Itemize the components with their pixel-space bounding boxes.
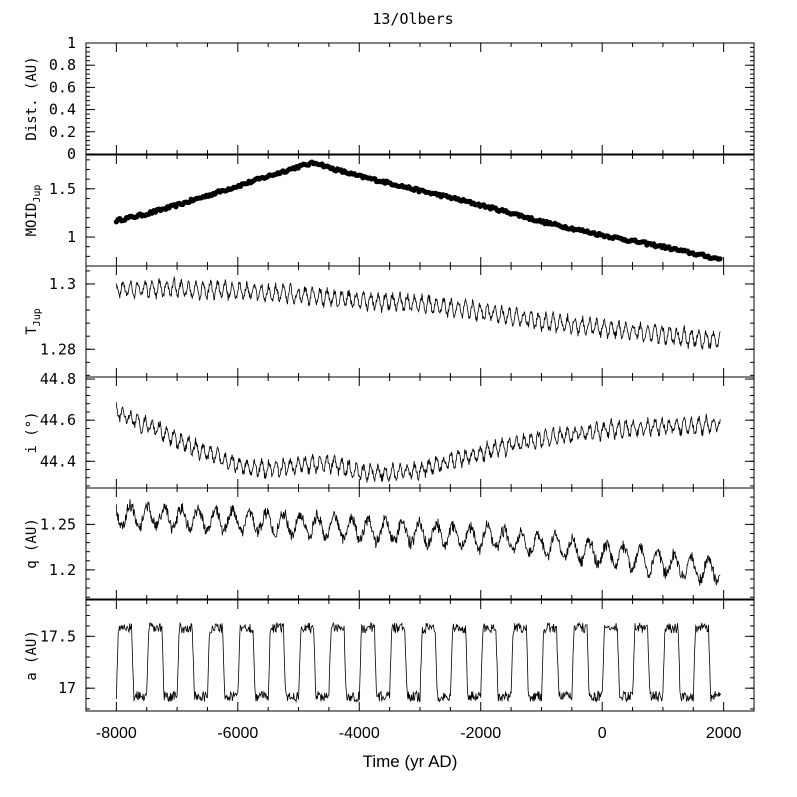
y-axis-label: MOIDJup — [24, 185, 43, 237]
y-axis-label: Dist. (AU) — [24, 56, 40, 140]
moid-points — [113, 159, 723, 262]
panel-frame — [85, 154, 755, 267]
y-tick-label: 44.4 — [40, 452, 76, 470]
x-axis-label: Time (yr AD) — [363, 752, 458, 771]
y-tick-label: 0.4 — [49, 101, 76, 119]
y-tick-label: 1.28 — [40, 340, 76, 358]
x-tick-label: 0 — [598, 725, 607, 742]
panel-a: 17 17.5a (AU) — [24, 599, 755, 712]
y-tick-label: 44.8 — [40, 370, 76, 388]
y-tick-label: 17.5 — [40, 627, 76, 645]
chart-title: 13/Olbers — [372, 10, 453, 28]
y-tick-label: 1.5 — [49, 180, 76, 198]
x-tick-label: 2000 — [706, 725, 742, 742]
panel-q: 1.2 1.25q (AU) — [24, 487, 755, 600]
panel-tjup: 1.28 1.3 TJup — [24, 265, 755, 378]
y-tick-label: 17 — [58, 679, 76, 697]
x-tick-label: -6000 — [217, 725, 258, 742]
y-tick-label: 0.2 — [49, 123, 76, 141]
x-tick-label: -8000 — [96, 725, 137, 742]
y-tick-label: 1 — [67, 228, 76, 246]
y-tick-label: 0.8 — [49, 56, 76, 74]
y-tick-label: 1.25 — [40, 515, 76, 533]
y-tick-label: 0.6 — [49, 78, 76, 96]
y-axis-label: i (°) — [24, 411, 40, 453]
y-tick-label: 0 — [67, 145, 76, 163]
series-line-q — [116, 499, 721, 586]
y-axis-label: q (AU) — [24, 518, 40, 569]
series-line-tjup — [116, 275, 721, 350]
panel-moid: 1 1.5 MOIDJup — [24, 154, 755, 267]
y-tick-label: 1 — [67, 34, 76, 52]
y-tick-label: 1.2 — [49, 561, 76, 579]
y-tick-label: 44.6 — [40, 411, 76, 429]
panel-incl: 44.4 44.6 44.8 i (°) — [24, 370, 755, 489]
panel-frame — [85, 265, 755, 378]
panel-dist: 0 0.2 0.4 0.6 0.8 1 Dist. (AU) — [24, 34, 755, 163]
data-point — [717, 256, 723, 262]
y-tick-label: 1.3 — [49, 275, 76, 293]
series-line-incl — [116, 402, 721, 483]
panel-frame — [85, 42, 755, 155]
series-line-a — [116, 621, 721, 704]
x-tick-label: -2000 — [460, 725, 501, 742]
x-axis: -8000 -6000 -4000 -2000 0 2000 — [96, 725, 742, 742]
y-axis-label: TJup — [24, 308, 43, 335]
x-tick-label: -4000 — [339, 725, 380, 742]
y-axis-label: a (AU) — [24, 630, 40, 681]
panel-frame — [85, 487, 755, 600]
